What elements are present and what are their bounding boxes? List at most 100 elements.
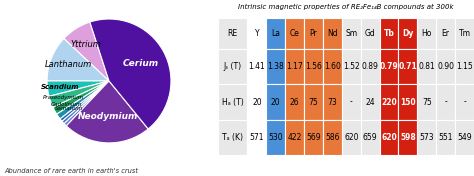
Bar bbox=[304, 84, 323, 120]
Bar bbox=[323, 120, 342, 155]
Bar bbox=[380, 84, 399, 120]
Bar bbox=[218, 18, 247, 49]
Text: 620: 620 bbox=[344, 133, 358, 142]
Wedge shape bbox=[66, 81, 148, 143]
Bar bbox=[266, 84, 285, 120]
Wedge shape bbox=[49, 81, 109, 107]
Text: 620: 620 bbox=[381, 133, 397, 142]
Text: Yttrium: Yttrium bbox=[70, 40, 101, 49]
Text: Tm: Tm bbox=[458, 29, 471, 38]
Text: 75: 75 bbox=[309, 98, 319, 107]
Bar bbox=[304, 49, 323, 84]
Text: 598: 598 bbox=[400, 133, 416, 142]
Text: Jₛ (T): Jₛ (T) bbox=[224, 62, 242, 71]
Bar bbox=[455, 18, 474, 49]
Text: 1.38: 1.38 bbox=[267, 62, 284, 71]
Wedge shape bbox=[60, 81, 109, 121]
Bar bbox=[436, 120, 455, 155]
Bar bbox=[380, 120, 399, 155]
Bar bbox=[399, 120, 418, 155]
Bar bbox=[361, 49, 380, 84]
Text: Tb: Tb bbox=[383, 29, 394, 38]
Bar bbox=[285, 120, 304, 155]
Bar bbox=[380, 18, 399, 49]
Text: Sm: Sm bbox=[345, 29, 357, 38]
Bar bbox=[247, 120, 266, 155]
Text: 24: 24 bbox=[365, 98, 375, 107]
Text: 0.71: 0.71 bbox=[399, 62, 417, 71]
Text: 422: 422 bbox=[287, 133, 302, 142]
Text: 73: 73 bbox=[328, 98, 337, 107]
Text: 0.90: 0.90 bbox=[437, 62, 454, 71]
Bar bbox=[218, 84, 247, 120]
Bar bbox=[436, 49, 455, 84]
Bar bbox=[218, 120, 247, 155]
Bar bbox=[323, 84, 342, 120]
Text: Y: Y bbox=[255, 29, 259, 38]
Bar bbox=[455, 49, 474, 84]
Bar bbox=[399, 49, 418, 84]
Text: 571: 571 bbox=[250, 133, 264, 142]
Bar bbox=[266, 120, 285, 155]
Text: Praseodymium: Praseodymium bbox=[43, 95, 84, 100]
Text: Abundance of rare earth in earth's crust: Abundance of rare earth in earth's crust bbox=[5, 168, 139, 174]
Text: Samarium: Samarium bbox=[55, 106, 83, 111]
Text: -: - bbox=[350, 98, 353, 107]
Bar bbox=[418, 120, 436, 155]
Text: -: - bbox=[463, 98, 466, 107]
Text: Gd: Gd bbox=[365, 29, 375, 38]
Bar bbox=[323, 49, 342, 84]
Text: 569: 569 bbox=[306, 133, 321, 142]
Bar bbox=[436, 18, 455, 49]
Text: 220: 220 bbox=[381, 98, 397, 107]
Wedge shape bbox=[62, 81, 109, 124]
Text: 1.17: 1.17 bbox=[286, 62, 303, 71]
Text: 26: 26 bbox=[290, 98, 300, 107]
Bar bbox=[266, 49, 285, 84]
Text: Ce: Ce bbox=[290, 29, 300, 38]
Bar bbox=[380, 49, 399, 84]
Text: 549: 549 bbox=[457, 133, 472, 142]
Text: 150: 150 bbox=[400, 98, 416, 107]
Text: Cerium: Cerium bbox=[122, 59, 159, 68]
Wedge shape bbox=[90, 19, 171, 129]
Text: Neodymium: Neodymium bbox=[77, 112, 138, 121]
Bar bbox=[342, 120, 361, 155]
Text: -: - bbox=[444, 98, 447, 107]
Bar bbox=[418, 18, 436, 49]
Bar bbox=[342, 49, 361, 84]
Bar bbox=[285, 18, 304, 49]
Bar bbox=[418, 49, 436, 84]
Text: 0.89: 0.89 bbox=[362, 62, 379, 71]
Text: Tₐ (K): Tₐ (K) bbox=[222, 133, 243, 142]
Text: La: La bbox=[271, 29, 280, 38]
Bar bbox=[218, 49, 247, 84]
Text: Scandium: Scandium bbox=[41, 84, 79, 90]
Text: 1.41: 1.41 bbox=[248, 62, 265, 71]
Bar bbox=[247, 49, 266, 84]
Wedge shape bbox=[57, 81, 109, 119]
Bar bbox=[361, 84, 380, 120]
Text: Hₐ (T): Hₐ (T) bbox=[222, 98, 244, 107]
Text: Intrinsic magnetic properties of RE₂Fe₁₄B compounds at 300k: Intrinsic magnetic properties of RE₂Fe₁₄… bbox=[238, 4, 454, 10]
Bar bbox=[436, 84, 455, 120]
Bar bbox=[342, 18, 361, 49]
Text: 75: 75 bbox=[422, 98, 432, 107]
Text: 0.79: 0.79 bbox=[380, 62, 399, 71]
Bar bbox=[399, 84, 418, 120]
Bar bbox=[361, 120, 380, 155]
Bar bbox=[323, 18, 342, 49]
Bar bbox=[455, 120, 474, 155]
Wedge shape bbox=[53, 81, 109, 114]
Text: 20: 20 bbox=[252, 98, 262, 107]
Text: 0.81: 0.81 bbox=[419, 62, 435, 71]
Text: 551: 551 bbox=[438, 133, 453, 142]
Bar bbox=[361, 18, 380, 49]
Text: 530: 530 bbox=[268, 133, 283, 142]
Bar bbox=[342, 84, 361, 120]
Bar bbox=[247, 18, 266, 49]
Text: Ho: Ho bbox=[421, 29, 432, 38]
Text: Lanthanum: Lanthanum bbox=[45, 61, 92, 70]
Text: Gadolinium: Gadolinium bbox=[51, 102, 82, 107]
Text: RE: RE bbox=[228, 29, 238, 38]
